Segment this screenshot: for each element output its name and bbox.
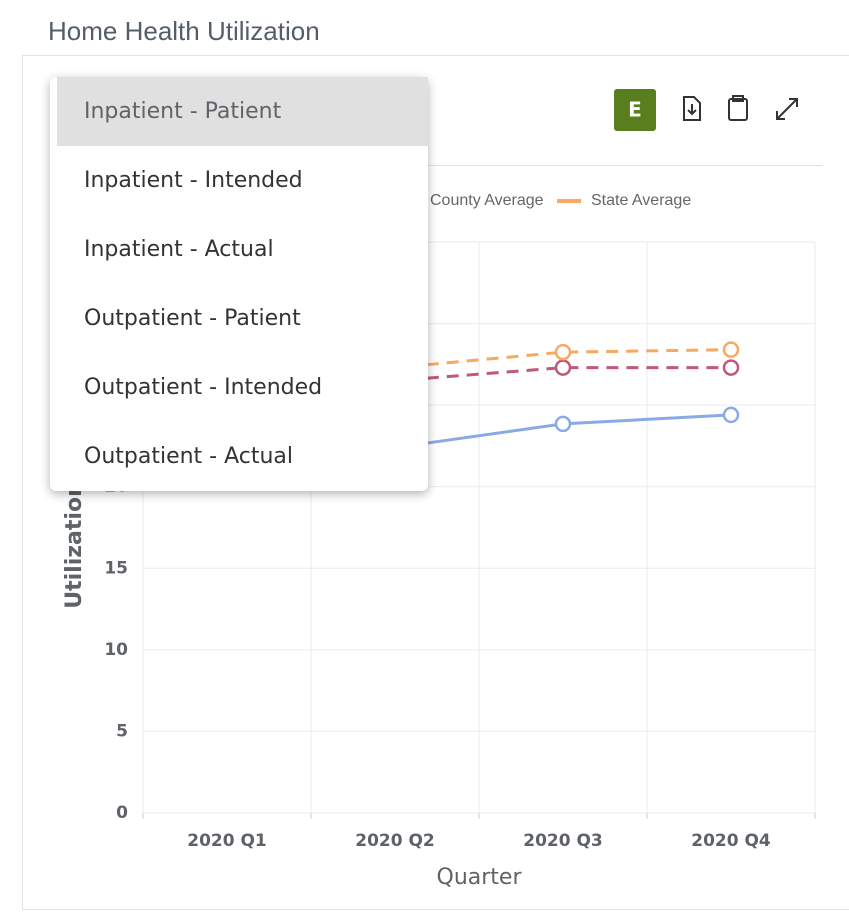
x-tick-label: 2020 Q3 xyxy=(523,831,603,851)
y-tick-label: 15 xyxy=(104,558,128,578)
y-tick-label: 0 xyxy=(116,803,128,823)
expand-icon[interactable] xyxy=(776,98,798,120)
x-tick-label: 2020 Q2 xyxy=(355,831,435,851)
button-bg xyxy=(614,89,656,131)
menu-item[interactable]: Inpatient - Intended xyxy=(84,168,303,193)
page-title: Home Health Utilization xyxy=(48,16,320,46)
legend-label: County Average xyxy=(430,192,544,209)
menu-item[interactable]: Inpatient - Actual xyxy=(84,237,274,262)
point xyxy=(554,415,572,433)
clipboard-icon[interactable] xyxy=(728,95,748,121)
card xyxy=(22,55,849,910)
x-axis-title: Quarter xyxy=(437,865,523,890)
menu-item[interactable]: Outpatient - Actual xyxy=(84,444,294,469)
point xyxy=(722,406,740,424)
point xyxy=(722,359,740,376)
menu-item[interactable]: Inpatient - Patient xyxy=(57,77,428,146)
menu-item[interactable]: Outpatient - Patient xyxy=(84,306,301,331)
y-axis-title: Utilization xyxy=(62,481,87,609)
button-label: E xyxy=(628,98,642,122)
y-tick-label: 10 xyxy=(104,640,128,660)
point xyxy=(554,359,572,376)
point xyxy=(722,341,740,358)
menu-item[interactable]: Outpatient - Intended xyxy=(84,375,323,400)
y-tick-label: 5 xyxy=(116,721,128,741)
download-icon[interactable] xyxy=(683,96,701,121)
dropdown-menu: Inpatient - Patient Inpatient - Intended I… xyxy=(50,77,428,491)
x-tick-label: 2020 Q1 xyxy=(187,831,267,851)
x-tick-label: 2020 Q4 xyxy=(691,831,771,851)
export-button[interactable]: E xyxy=(614,89,656,131)
legend-label: State Average xyxy=(591,192,691,209)
point xyxy=(554,343,572,361)
